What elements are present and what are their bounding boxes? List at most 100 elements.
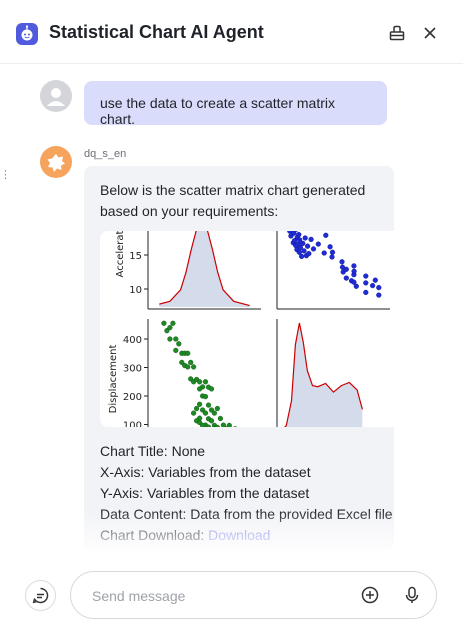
edge-marker: ⋮: [0, 169, 11, 181]
scatter-point: [291, 231, 297, 236]
y-tick-label-300: 300: [123, 364, 142, 375]
close-icon[interactable]: [421, 24, 439, 42]
scatter-point: [217, 415, 224, 422]
scatter-point: [167, 336, 173, 342]
scatter-point: [161, 320, 167, 326]
user-message: use the data to create a scatter matrix …: [84, 81, 387, 127]
scatter-point: [343, 266, 349, 272]
scatter-point: [176, 341, 182, 347]
chart-card: 10 15 Accelerat 100 200 300 400 Displacement: [100, 231, 394, 427]
scatter-point: [351, 268, 357, 274]
message-input-box: [70, 571, 437, 619]
scatter-point: [190, 410, 197, 416]
scatter-point: [343, 275, 349, 281]
scatter-point: [372, 277, 378, 283]
user-avatar: [40, 80, 72, 112]
scatter-point: [212, 426, 217, 427]
new-chat-button[interactable]: [25, 580, 56, 611]
download-label: Chart Download:: [100, 527, 209, 543]
bot-avatar: [40, 146, 72, 178]
header: Statistical Chart AI Agent: [0, 0, 463, 64]
scatter-point: [315, 241, 321, 247]
kde-fill-displacement: [284, 323, 363, 427]
scatter-point: [363, 273, 369, 279]
scatter-point: [167, 324, 173, 331]
y-tick-label-15: 15: [129, 251, 142, 262]
scatter-point: [188, 359, 194, 366]
scatter-point: [351, 263, 357, 269]
microphone-icon[interactable]: [402, 585, 422, 605]
y-axis-label-accelerat: Accelerat: [115, 231, 126, 277]
scatter-point: [370, 282, 376, 289]
scatter-point: [185, 364, 191, 370]
scatter-point: [196, 379, 203, 385]
scatter-point: [300, 240, 306, 247]
scatter-point: [305, 243, 311, 249]
scatter-point: [297, 244, 304, 251]
scatter-point: [208, 418, 215, 424]
scatter-point: [211, 410, 218, 416]
kde-line-displacement: [284, 322, 363, 427]
scatter-point: [190, 364, 197, 370]
scatter-point: [233, 426, 238, 427]
scatter-point: [205, 424, 212, 427]
scatter-point: [185, 350, 191, 356]
scatter-point: [214, 405, 221, 412]
y-tick-label-10: 10: [129, 285, 142, 296]
bot-intro-text: Below is the scatter matrix chart genera…: [100, 182, 366, 219]
scatter-point: [297, 237, 303, 243]
bot-name: dq_s_en: [84, 148, 127, 160]
scatter-point: [164, 328, 170, 334]
kde-line-accelerat: [159, 231, 250, 307]
scatter-point: [310, 246, 317, 252]
scatter-point: [196, 401, 203, 407]
page-title: Statistical Chart AI Agent: [49, 22, 264, 42]
scatter-point: [363, 280, 369, 286]
y-axis-label-displacement: Displacement: [108, 345, 119, 414]
scatter-point: [329, 254, 335, 260]
download-link[interactable]: Download: [208, 527, 271, 543]
kde-fill-accelerat: [159, 231, 250, 307]
scatter-point: [226, 422, 232, 427]
scatter-point: [339, 259, 345, 265]
scatter-point: [173, 347, 179, 354]
scatter-point: [214, 424, 220, 427]
scatter-point: [308, 236, 314, 242]
robot-icon: [16, 23, 38, 45]
y-tick-label-400: 400: [123, 335, 142, 346]
scatter-point: [202, 394, 209, 400]
data-content-info: Data Content: Data from the provided Exc…: [100, 506, 393, 522]
scatter-point: [173, 336, 179, 342]
scatter-point: [327, 244, 333, 250]
scatter-point: [323, 232, 329, 238]
scatter-point: [200, 422, 206, 427]
chart-title-info: Chart Title: None: [100, 443, 206, 459]
scatter-point: [376, 292, 382, 298]
scatter-point: [306, 251, 312, 257]
scatter-point: [220, 422, 226, 427]
scatter-point: [299, 253, 305, 260]
scatter-point: [294, 231, 299, 232]
scatter-point: [353, 283, 359, 289]
plus-circle-icon[interactable]: [360, 585, 380, 605]
chart-download-info: Chart Download: Download: [100, 527, 270, 543]
scatter-point: [351, 279, 357, 285]
scatter-point: [296, 231, 302, 238]
scatter-point: [208, 386, 215, 392]
pin-icon[interactable]: [388, 24, 406, 42]
message-input[interactable]: [90, 585, 354, 607]
scatter-point: [193, 405, 200, 412]
scatter-point: [321, 250, 327, 256]
scatter-point: [196, 386, 203, 392]
scatter-point: [363, 289, 369, 296]
scatter-point: [329, 249, 336, 255]
scatter-point: [301, 248, 307, 254]
bot-message: Below is the scatter matrix chart genera…: [84, 166, 394, 550]
scatter-point: [205, 402, 212, 408]
scatter-point: [302, 235, 308, 241]
scatter-point: [202, 410, 209, 416]
y-axis-info: Y-Axis: Variables from the dataset: [100, 485, 310, 501]
y-tick-label-200: 200: [123, 392, 142, 403]
y-tick-label-100: 100: [123, 421, 142, 428]
